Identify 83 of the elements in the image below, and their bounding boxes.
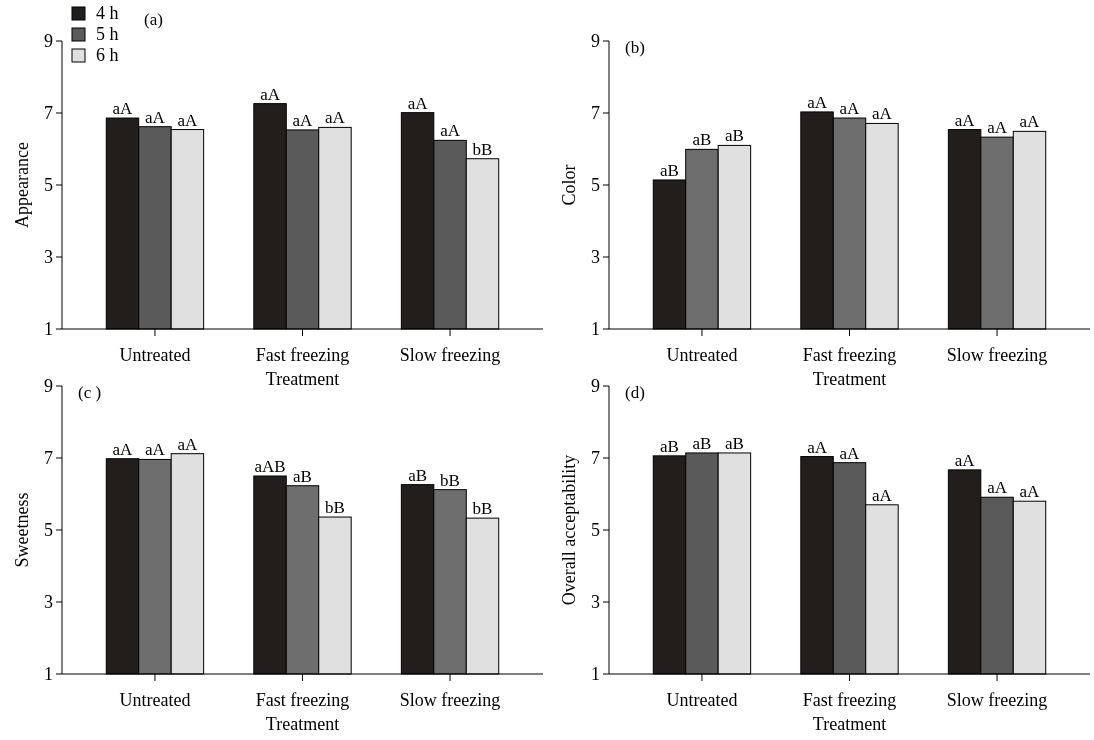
data-label: aA bbox=[145, 440, 166, 460]
y-tick-label: 9 bbox=[44, 376, 53, 397]
y-tick-label: 5 bbox=[591, 520, 600, 541]
data-label: aA bbox=[325, 108, 346, 128]
y-axis-title: Sweetness bbox=[12, 492, 32, 568]
y-tick-label: 1 bbox=[44, 319, 53, 340]
y-tick-label: 9 bbox=[44, 31, 53, 52]
x-tick-label: Untreated bbox=[119, 690, 191, 710]
y-tick-label: 7 bbox=[44, 448, 53, 469]
y-tick-label: 9 bbox=[591, 31, 600, 52]
y-tick-label: 3 bbox=[44, 247, 53, 268]
y-axis-title: Color bbox=[559, 164, 579, 206]
x-tick-label: Slow freezing bbox=[399, 690, 501, 710]
x-tick-label: Fast freezing bbox=[802, 690, 897, 710]
data-label: aA bbox=[440, 121, 461, 141]
data-label: aA bbox=[260, 84, 281, 104]
x-axis-title: Treatment bbox=[812, 714, 887, 734]
x-tick-label: Untreated bbox=[666, 345, 738, 365]
data-label: aB bbox=[660, 160, 679, 180]
x-tick-label: Fast freezing bbox=[255, 345, 350, 365]
chart-title: (b) bbox=[625, 38, 645, 57]
y-tick-label: 1 bbox=[591, 664, 600, 685]
legend-label: 5 h bbox=[96, 24, 119, 44]
x-tick-label: Slow freezing bbox=[946, 690, 1048, 710]
x-tick-label: Slow freezing bbox=[946, 345, 1048, 365]
x-tick-label: Slow freezing bbox=[399, 345, 501, 365]
data-label: bB bbox=[440, 470, 460, 490]
y-tick-label: 1 bbox=[44, 664, 53, 685]
legend-label: 6 h bbox=[96, 45, 119, 65]
x-tick-label: Untreated bbox=[119, 345, 191, 365]
data-label: aB bbox=[408, 465, 428, 485]
data-label: aA bbox=[839, 443, 861, 463]
x-axis-title: Treatment bbox=[812, 369, 887, 389]
y-tick-label: 9 bbox=[591, 376, 600, 397]
data-label: aA bbox=[839, 99, 861, 119]
data-label: aA bbox=[1019, 482, 1041, 502]
data-label: bB bbox=[325, 498, 345, 518]
y-tick-label: 5 bbox=[591, 175, 600, 196]
data-label: aB bbox=[660, 436, 679, 456]
y-tick-label: 5 bbox=[44, 175, 53, 196]
data-label: aA bbox=[407, 93, 429, 113]
data-label: aB bbox=[724, 126, 744, 146]
y-tick-label: 7 bbox=[591, 103, 600, 124]
data-label: aA bbox=[872, 485, 893, 505]
y-tick-label: 7 bbox=[44, 103, 53, 124]
y-tick-label: 5 bbox=[44, 520, 53, 541]
y-tick-label: 3 bbox=[591, 592, 600, 613]
y-tick-label: 3 bbox=[591, 247, 600, 268]
data-label: aB bbox=[692, 130, 712, 150]
y-axis-title: Appearance bbox=[12, 142, 32, 228]
data-label: aA bbox=[954, 110, 976, 130]
x-axis-title: Treatment bbox=[265, 714, 340, 734]
data-label: aA bbox=[177, 434, 199, 454]
y-tick-label: 7 bbox=[591, 448, 600, 469]
legend-label: 4 h bbox=[96, 3, 119, 23]
data-label: aA bbox=[872, 104, 893, 124]
x-tick-label: Fast freezing bbox=[802, 345, 897, 365]
data-label: aA bbox=[177, 110, 199, 130]
data-label: aB bbox=[724, 433, 744, 453]
data-label: aAB bbox=[254, 457, 286, 476]
x-axis-title: Treatment bbox=[265, 369, 340, 389]
data-label: aA bbox=[145, 107, 166, 127]
data-label: aA bbox=[807, 437, 828, 457]
data-label: bB bbox=[472, 139, 493, 159]
data-label: aB bbox=[293, 466, 312, 486]
data-label: aB bbox=[692, 433, 712, 453]
chart-title: (d) bbox=[625, 383, 645, 402]
data-label: aA bbox=[954, 450, 976, 470]
data-label: aA bbox=[112, 99, 134, 119]
data-label: bB bbox=[472, 499, 493, 519]
data-label: aA bbox=[292, 110, 314, 130]
data-label: aA bbox=[807, 92, 828, 112]
data-label: aA bbox=[1019, 112, 1041, 132]
x-tick-label: Untreated bbox=[666, 690, 738, 710]
y-tick-label: 3 bbox=[44, 592, 53, 613]
chart-title: (a) bbox=[144, 10, 163, 29]
data-label: aA bbox=[987, 478, 1008, 498]
data-label: aA bbox=[987, 118, 1008, 138]
data-label: aA bbox=[112, 439, 134, 459]
y-tick-label: 1 bbox=[591, 319, 600, 340]
x-tick-label: Fast freezing bbox=[255, 690, 350, 710]
y-axis-title: Overall acceptability bbox=[559, 454, 579, 606]
chart-title: (c ) bbox=[78, 383, 102, 402]
